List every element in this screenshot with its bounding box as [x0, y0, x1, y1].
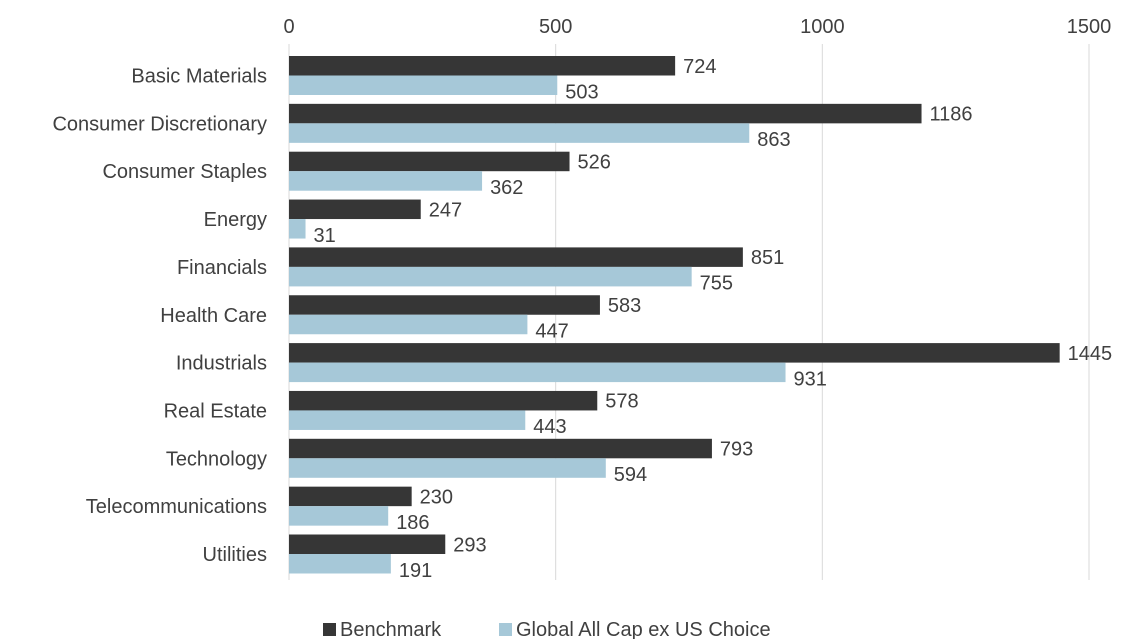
bar-global-all-cap	[289, 554, 391, 574]
data-label: 293	[453, 534, 486, 556]
bar-benchmark	[289, 247, 743, 267]
bar-benchmark	[289, 199, 421, 220]
data-label: 724	[683, 56, 716, 78]
legend-swatch	[499, 623, 512, 636]
x-tick-label: 0	[283, 16, 294, 38]
data-label: 578	[605, 391, 638, 413]
bar-benchmark	[289, 295, 600, 315]
bar-benchmark	[289, 151, 570, 172]
bar-global-all-cap	[289, 362, 786, 383]
bar-benchmark	[289, 534, 446, 554]
data-label: 1186	[930, 104, 973, 126]
data-label: 931	[794, 368, 827, 390]
bar-global-all-cap	[289, 75, 558, 95]
data-label: 594	[614, 464, 647, 486]
legend-label: Global All Cap ex US Choice	[516, 619, 771, 639]
category-labels: Basic Materials Consumer Discretionary Con…	[52, 66, 267, 567]
data-label: 526	[578, 151, 611, 173]
bar-benchmark	[289, 390, 598, 411]
data-label: 851	[751, 247, 784, 269]
category-label: Industrials	[176, 353, 267, 375]
category-label: Telecommunications	[86, 496, 267, 518]
bar-global-all-cap	[289, 506, 389, 526]
category-label: Consumer Discretionary	[52, 113, 267, 135]
data-label: 230	[420, 486, 453, 508]
bar-global-all-cap	[289, 410, 526, 430]
data-label: 31	[314, 225, 336, 247]
category-label: Basic Materials	[131, 66, 267, 88]
x-tick-label: 1500	[1067, 16, 1112, 38]
bar-benchmark	[289, 343, 1060, 363]
data-label: 362	[490, 177, 523, 199]
bar-global-all-cap	[289, 266, 692, 287]
data-label: 863	[757, 129, 790, 151]
data-label: 583	[608, 295, 641, 317]
category-label: Real Estate	[164, 400, 267, 422]
bar-global-all-cap	[289, 123, 750, 143]
bars	[289, 56, 1060, 574]
bar-global-all-cap	[289, 458, 606, 478]
data-label: 191	[399, 560, 432, 582]
data-label: 447	[535, 321, 568, 343]
data-label: 247	[429, 199, 462, 221]
data-label: 793	[720, 439, 753, 461]
category-label: Health Care	[160, 305, 267, 327]
category-label: Energy	[204, 209, 267, 231]
bar-benchmark	[289, 56, 676, 76]
legend: Benchmark Global All Cap ex US Choice	[323, 619, 771, 639]
data-label: 1445	[1068, 343, 1113, 365]
bar-global-all-cap	[289, 171, 483, 191]
data-label: 186	[396, 512, 429, 534]
data-label: 443	[533, 416, 566, 438]
category-label: Consumer Staples	[102, 161, 267, 183]
legend-swatch	[323, 623, 336, 636]
category-label: Technology	[166, 448, 267, 470]
category-label: Financials	[177, 257, 267, 279]
data-labels: 724 503 1186 863 526 362 247 31 851 755 583 447 1445…	[314, 56, 1113, 582]
legend-label: Benchmark	[340, 619, 442, 639]
x-tick-label: 500	[539, 16, 572, 38]
bar-benchmark	[289, 438, 712, 459]
category-label: Utilities	[203, 544, 267, 566]
data-label: 503	[565, 81, 598, 103]
bar-benchmark	[289, 486, 412, 507]
x-tick-label: 1000	[800, 16, 845, 38]
bar-benchmark	[289, 103, 922, 124]
bar-global-all-cap	[289, 219, 306, 239]
bar-global-all-cap	[289, 314, 528, 335]
data-label: 755	[700, 273, 733, 295]
x-axis-ticks: 0 500 1000 1500	[283, 16, 1111, 38]
